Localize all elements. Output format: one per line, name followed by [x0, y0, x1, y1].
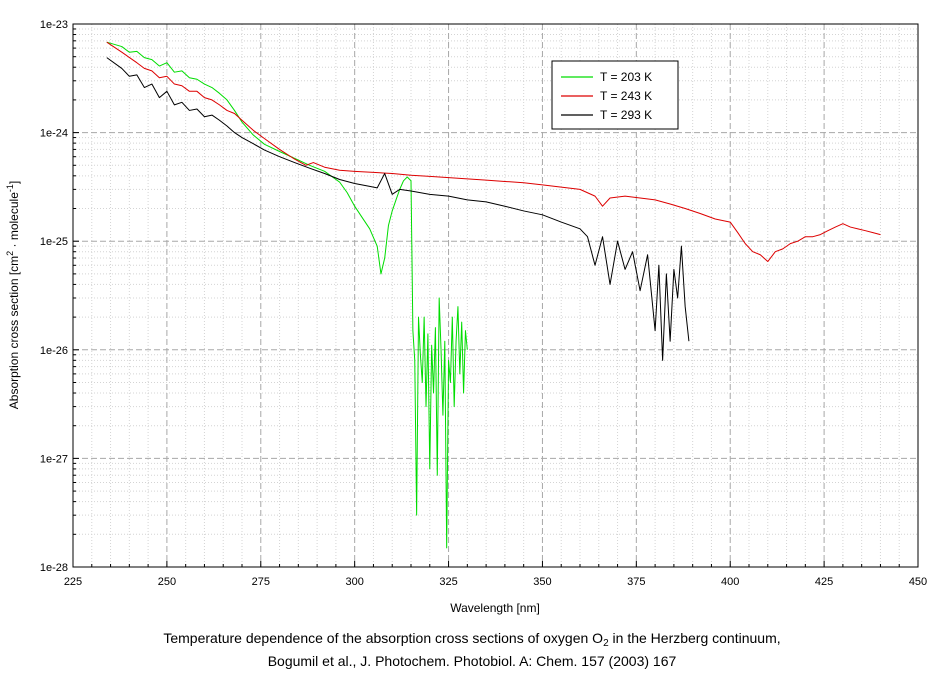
- y-axis-title-mid: · molecule: [7, 192, 21, 251]
- legend-label-203k: T = 203 K: [600, 70, 652, 84]
- caption-line-1-suffix: in the Herzberg continuum,: [608, 630, 781, 646]
- x-axis: 225 250 275 300 325 350 375 400 425 450: [64, 561, 927, 588]
- y-tick-label: 1e-24: [40, 128, 68, 140]
- caption-line-1-subscript: 2: [603, 638, 609, 649]
- x-tick-label: 425: [815, 576, 833, 588]
- x-tick-label: 275: [252, 576, 270, 588]
- y-tick-label: 1e-26: [40, 345, 68, 357]
- series-line-293k: [106, 57, 690, 361]
- y-tick-label: 1e-28: [40, 562, 68, 574]
- grid-major: [73, 24, 918, 567]
- legend: T = 203 K T = 243 K T = 293 K: [551, 60, 679, 130]
- x-tick-label: 450: [909, 576, 927, 588]
- y-axis-title-prefix: Absorption cross section [cm: [7, 256, 21, 409]
- x-tick-label: 350: [533, 576, 551, 588]
- legend-label-293k: T = 293 K: [600, 108, 652, 122]
- x-tick-label: 300: [345, 576, 363, 588]
- x-tick-label: 375: [627, 576, 645, 588]
- caption-line-2: Bogumil et al., J. Photochem. Photobiol.…: [267, 653, 677, 669]
- y-axis-title-sup2: -1: [5, 184, 15, 192]
- y-axis-title-sup1: 2: [5, 251, 15, 256]
- y-axis-title-suffix: ]: [7, 181, 21, 184]
- caption-line-1-prefix: Temperature dependence of the absorption…: [163, 630, 604, 646]
- x-tick-label: 325: [439, 576, 457, 588]
- x-tick-label: 225: [64, 576, 82, 588]
- legend-label-243k: T = 243 K: [600, 89, 652, 103]
- y-tick-label: 1e-23: [40, 19, 68, 31]
- y-axis-title: Absorption cross section [cm2 · molecule…: [5, 181, 21, 409]
- y-tick-label: 1e-27: [40, 453, 68, 465]
- y-tick-label: 1e-25: [40, 236, 68, 248]
- x-tick-label: 400: [721, 576, 739, 588]
- y-axis: 1e-23 1e-24 1e-25 1e-26 1e-27 1e-28: [40, 19, 79, 574]
- caption-line-1: Temperature dependence of the absorption…: [0, 630, 944, 649]
- series-line-243k: [106, 41, 881, 263]
- series-layer: [106, 41, 881, 549]
- x-axis-title: Wavelength [nm]: [450, 601, 540, 615]
- legend-box: [551, 60, 679, 130]
- x-tick-label: 250: [158, 576, 176, 588]
- series-line-203k: [106, 41, 468, 549]
- plot-background: [73, 24, 918, 567]
- plot-frame: [72, 23, 919, 568]
